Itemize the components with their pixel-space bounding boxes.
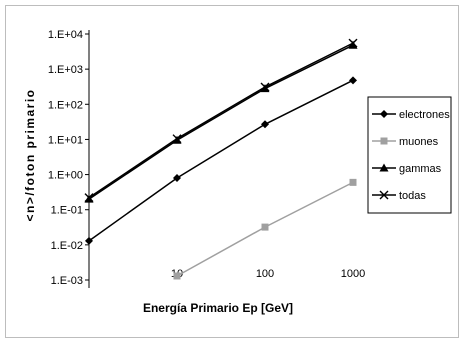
series-markers <box>84 38 358 280</box>
data-point-diamond <box>173 173 181 182</box>
data-point-triangle <box>379 163 389 172</box>
data-point-square <box>349 178 357 186</box>
legend-label: electrones <box>399 109 450 121</box>
data-point-diamond <box>85 236 93 245</box>
data-point-square <box>173 272 181 280</box>
x-tick-label: 100 <box>256 268 274 280</box>
legend-label: muones <box>399 136 439 148</box>
axes <box>85 30 90 288</box>
y-axis-label: <n>/foton primario <box>23 88 37 221</box>
data-point-x <box>348 38 358 48</box>
y-tick-label: 1.E+03 <box>48 64 83 76</box>
data-point-triangle <box>348 40 358 49</box>
legend-label: todas <box>399 190 426 202</box>
y-tick-label: 1.E-01 <box>51 205 83 217</box>
series-line-gammas <box>88 44 354 200</box>
data-point-x <box>260 82 270 92</box>
data-point-square <box>261 223 269 231</box>
y-tick-label: 1.E+04 <box>48 29 83 41</box>
x-axis-label: Energía Primario Ep [GeV] <box>143 301 293 315</box>
legend: electrones muones gammas todas <box>367 96 452 214</box>
y-tick-label: 1.E+01 <box>48 134 83 146</box>
data-point-diamond <box>380 110 388 118</box>
data-point-x <box>84 193 94 203</box>
series-line-todas <box>88 42 354 199</box>
y-tick-label: 1.E+00 <box>48 170 83 182</box>
data-point-square <box>380 137 388 145</box>
tick-labels: 1.E-03 1.E-02 1.E-01 1.E+00 1.E+01 1.E+02 1.E+… <box>48 29 365 287</box>
legend-label: gammas <box>399 163 442 175</box>
series-line-electrones <box>88 79 354 242</box>
data-point-x <box>172 134 182 144</box>
y-tick-label: 1.E-02 <box>51 240 83 252</box>
series-lines <box>88 42 354 277</box>
y-tick-label: 1.E-03 <box>51 275 83 287</box>
y-tick-label: 1.E+02 <box>48 99 83 111</box>
x-tick-label: 1000 <box>341 268 365 280</box>
data-point-x <box>379 190 389 200</box>
data-point-diamond <box>349 76 357 85</box>
data-point-diamond <box>261 120 269 129</box>
